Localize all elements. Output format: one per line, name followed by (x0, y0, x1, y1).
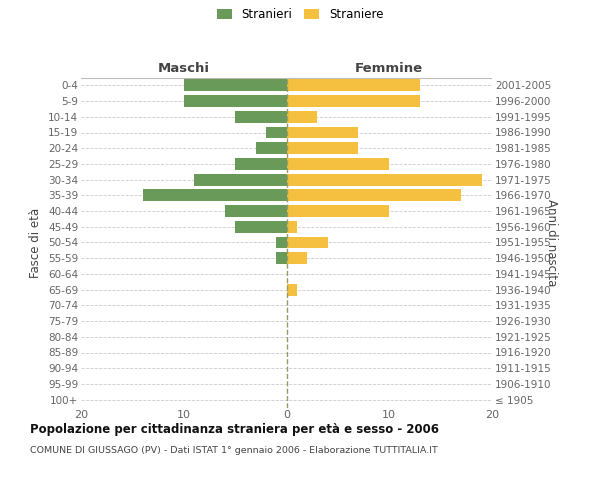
Y-axis label: Anni di nascita: Anni di nascita (545, 199, 559, 286)
Bar (256, 142, 287, 154)
Bar (287, 80, 420, 91)
Text: Maschi: Maschi (158, 62, 210, 75)
Bar (235, 158, 287, 170)
Bar (266, 126, 287, 138)
Bar (287, 111, 317, 122)
Bar (287, 190, 461, 201)
Bar (287, 142, 358, 154)
Bar (287, 284, 297, 296)
Bar (235, 221, 287, 232)
Bar (184, 80, 287, 91)
Text: Femmine: Femmine (355, 62, 424, 75)
Bar (287, 158, 389, 170)
Bar (287, 221, 297, 232)
Legend: Stranieri, Straniere: Stranieri, Straniere (214, 6, 386, 24)
Bar (184, 95, 287, 107)
Text: Popolazione per cittadinanza straniera per età e sesso - 2006: Popolazione per cittadinanza straniera p… (30, 422, 439, 436)
Bar (276, 252, 287, 264)
Bar (143, 190, 287, 201)
Bar (287, 95, 420, 107)
Bar (287, 174, 482, 186)
Y-axis label: Fasce di età: Fasce di età (29, 208, 43, 278)
Text: COMUNE DI GIUSSAGO (PV) - Dati ISTAT 1° gennaio 2006 - Elaborazione TUTTITALIA.I: COMUNE DI GIUSSAGO (PV) - Dati ISTAT 1° … (30, 446, 438, 455)
Bar (287, 252, 307, 264)
Bar (276, 236, 287, 248)
Bar (235, 111, 287, 122)
Bar (287, 126, 358, 138)
Bar (225, 205, 287, 217)
Bar (194, 174, 287, 186)
Bar (287, 205, 389, 217)
Bar (287, 236, 328, 248)
